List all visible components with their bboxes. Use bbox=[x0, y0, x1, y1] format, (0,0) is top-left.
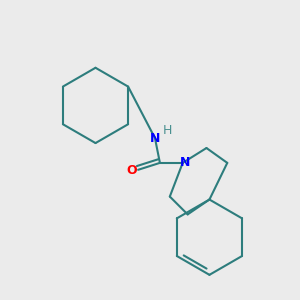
Text: N: N bbox=[179, 156, 190, 170]
Text: O: O bbox=[127, 164, 137, 177]
Text: N: N bbox=[150, 132, 160, 145]
Text: H: H bbox=[163, 124, 172, 137]
